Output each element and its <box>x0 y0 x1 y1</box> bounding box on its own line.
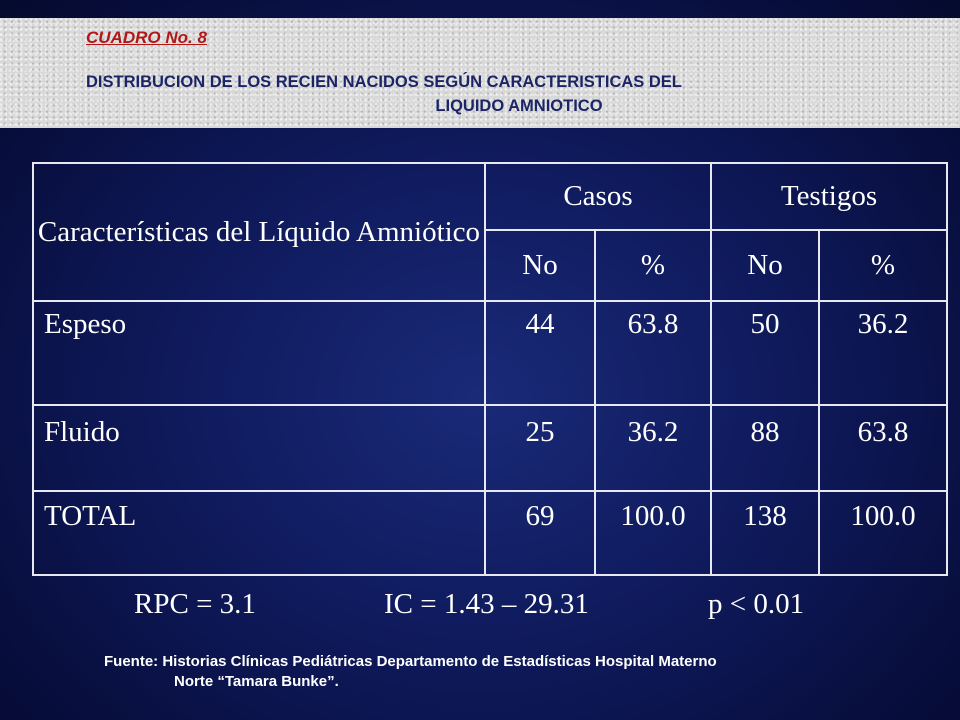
testigos-no-cell: 50 <box>710 300 820 406</box>
testigos-pct-cell: 63.8 <box>818 404 948 492</box>
source-note: Fuente: Historias Clínicas Pediátricas D… <box>104 652 717 692</box>
casos-pct-cell: 36.2 <box>594 404 712 492</box>
ic-value: IC = 1.43 – 29.31 <box>384 588 589 620</box>
row-label: Espeso <box>32 300 486 406</box>
testigos-no-cell: 88 <box>710 404 820 492</box>
subheader-casos-no: No <box>484 228 596 303</box>
column-header-characteristics: Características del Líquido Amniótico <box>32 162 486 302</box>
casos-pct-cell: 100.0 <box>594 490 712 576</box>
testigos-pct-cell: 36.2 <box>818 300 948 406</box>
group-header-testigos: Testigos <box>710 162 948 231</box>
subheader-testigos-pct: % <box>818 228 948 303</box>
table-title-line-2: LIQUIDO AMNIOTICO <box>435 97 603 115</box>
casos-no-cell: 69 <box>484 490 596 576</box>
table-row: TOTAL 69 100.0 138 100.0 <box>32 490 948 576</box>
table-number-label: CUADRO No. 8 <box>86 28 207 47</box>
source-note-line-2: Norte “Tamara Bunke”. <box>174 673 339 690</box>
source-note-line-1: Fuente: Historias Clínicas Pediátricas D… <box>104 653 717 670</box>
table-title-line-1: DISTRIBUCION DE LOS RECIEN NACIDOS SEGÚN… <box>86 73 682 91</box>
casos-no-cell: 25 <box>484 404 596 492</box>
p-value: p < 0.01 <box>708 588 805 620</box>
table-row: Fluido 25 36.2 88 63.8 <box>32 404 948 492</box>
rpc-value: RPC = 3.1 <box>134 588 256 620</box>
table-row: Espeso 44 63.8 50 36.2 <box>32 300 948 406</box>
row-label: Fluido <box>32 404 486 492</box>
subheader-casos-pct: % <box>594 228 712 303</box>
row-label: TOTAL <box>32 490 486 576</box>
table-title: DISTRIBUCION DE LOS RECIEN NACIDOS SEGÚN… <box>86 70 952 118</box>
group-header-casos: Casos <box>484 162 712 231</box>
header-band <box>0 18 960 128</box>
amniotic-fluid-table: Características del Líquido Amniótico Ca… <box>32 162 948 576</box>
testigos-pct-cell: 100.0 <box>818 490 948 576</box>
casos-pct-cell: 63.8 <box>594 300 712 406</box>
subheader-testigos-no: No <box>710 228 820 303</box>
casos-no-cell: 44 <box>484 300 596 406</box>
testigos-no-cell: 138 <box>710 490 820 576</box>
